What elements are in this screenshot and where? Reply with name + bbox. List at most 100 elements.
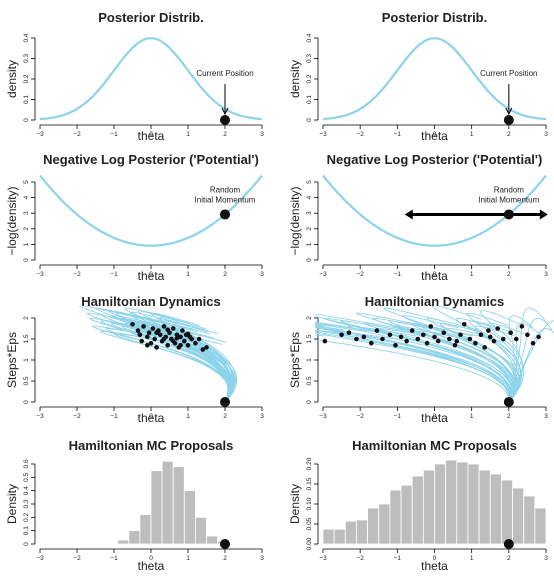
x-axis-label: theta	[421, 411, 448, 425]
y-tick-label: 0	[23, 542, 30, 546]
annotation-label: Current Position	[480, 69, 537, 78]
arrow-left-icon	[404, 209, 413, 220]
x-tick-label: 0	[433, 555, 437, 562]
x-tick-label: −2	[73, 131, 81, 138]
x-tick-label: 1	[470, 413, 474, 420]
histogram-bar	[478, 469, 491, 545]
y-tick-label: 5	[23, 180, 30, 184]
histogram-bar	[489, 473, 502, 545]
x-tick-label: 0	[433, 131, 437, 138]
panel-title: Posterior Distrib.	[382, 10, 487, 25]
arrow-right-icon	[539, 209, 548, 220]
y-tick-label: 5	[306, 180, 313, 184]
endpoint-point	[495, 326, 500, 331]
endpoint-point	[458, 332, 463, 338]
endpoint-point	[150, 326, 156, 331]
density-curve	[322, 37, 547, 121]
y-tick-label: 2	[23, 316, 30, 320]
y-tick-label: 0.20	[306, 457, 313, 470]
panel-title: Hamiltonian MC Proposals	[69, 438, 234, 453]
x-tick-label: 0	[433, 413, 437, 420]
endpoint-point	[174, 335, 180, 341]
histogram-bar	[172, 466, 185, 545]
endpoint-point	[536, 334, 541, 340]
endpoint-point	[361, 334, 367, 340]
panel-potential-right: Negative Log Posterior ('Potential') thet…	[288, 152, 548, 283]
x-tick-label: 0	[433, 271, 437, 278]
endpoint-point	[467, 336, 473, 342]
endpoint-point	[398, 334, 404, 340]
y-tick-label: 1	[23, 358, 30, 362]
y-tick-label: 0.1	[23, 95, 30, 104]
histogram-bar	[333, 528, 346, 545]
x-tick-label: −2	[356, 555, 364, 562]
y-tick-label: 1	[306, 242, 313, 246]
panel-title: Hamiltonian Dynamics	[365, 294, 504, 309]
x-tick-label: 1	[186, 555, 190, 562]
endpoint-point	[478, 332, 484, 338]
endpoint-point	[482, 345, 487, 350]
endpoint-point	[409, 328, 415, 333]
endpoint-point	[473, 340, 478, 346]
histogram-bar	[400, 484, 413, 545]
x-tick-label: −1	[394, 555, 402, 562]
panel-proposals-right: Hamiltonian MC Proposals theta Density −3 −2…	[288, 438, 548, 573]
y-tick-label: 0.2	[23, 512, 30, 521]
x-tick-label: −3	[36, 131, 44, 138]
endpoint-point	[508, 330, 513, 336]
x-tick-label: 3	[544, 131, 548, 138]
endpoint-point	[185, 343, 191, 348]
x-tick-label: −2	[356, 131, 364, 138]
current-position-point	[220, 209, 230, 220]
y-tick-label: 0.3	[306, 54, 313, 63]
y-tick-label: 0.3	[23, 499, 30, 508]
endpoint-point	[170, 338, 176, 344]
endpoint-point	[387, 332, 393, 338]
endpoint-point	[500, 336, 506, 342]
histogram-bar	[356, 519, 369, 545]
histogram-bar	[512, 487, 525, 545]
endpoint-point	[415, 336, 421, 342]
y-tick-label: 0.5	[23, 376, 30, 385]
x-tick-label: −1	[110, 271, 118, 278]
panel-title: Negative Log Posterior ('Potential')	[327, 152, 543, 167]
histogram-bar	[534, 507, 547, 545]
histogram-bar	[206, 535, 218, 545]
y-tick-label: 3	[306, 211, 313, 215]
endpoint-point	[154, 330, 159, 336]
endpoint-point	[487, 334, 493, 340]
current-position-point	[220, 539, 230, 549]
panel-dynamics-right: Hamiltonian Dynamics theta Steps*Eps −3 −2 −1…	[288, 294, 554, 425]
x-tick-label: 2	[223, 131, 227, 138]
endpoint-point	[161, 336, 167, 342]
endpoint-point	[441, 330, 447, 336]
histogram-bar	[139, 514, 152, 545]
x-tick-label: −1	[394, 131, 402, 138]
y-tick-label: 1.5	[306, 334, 313, 343]
endpoint-point	[461, 322, 467, 327]
histogram-bar	[500, 479, 513, 545]
endpoint-point	[145, 334, 150, 340]
endpoint-point	[346, 330, 352, 336]
y-tick-label: 2	[306, 227, 313, 231]
y-tick-label: 1	[306, 358, 313, 362]
x-tick-label: −2	[73, 413, 81, 420]
x-tick-label: −3	[319, 413, 327, 420]
y-tick-label: 0	[306, 258, 313, 262]
y-tick-label: 0.4	[23, 486, 30, 495]
y-tick-label: 3	[23, 211, 30, 215]
y-tick-label: 0	[23, 258, 30, 262]
y-tick-label: 0	[306, 118, 313, 122]
x-tick-label: 1	[470, 555, 474, 562]
panel-title: Hamiltonian Dynamics	[81, 294, 220, 309]
y-tick-label: 0.05	[306, 517, 313, 530]
y-tick-label: 0	[23, 118, 30, 122]
endpoint-point	[380, 336, 385, 342]
x-tick-label: 2	[223, 271, 227, 278]
endpoint-point	[204, 345, 209, 350]
endpoint-point	[148, 340, 154, 346]
histogram-bar	[367, 507, 380, 545]
endpoint-point	[525, 332, 530, 338]
histogram-bar	[378, 503, 391, 545]
